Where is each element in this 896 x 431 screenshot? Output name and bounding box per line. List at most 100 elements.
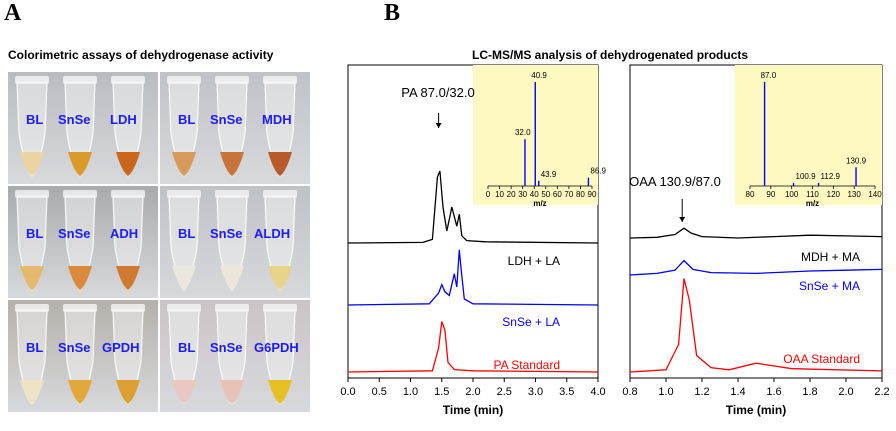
- tube-photo-1: BL SnSe LDH: [8, 72, 158, 184]
- x-tick-label: 0.8: [622, 386, 637, 398]
- tube: [263, 76, 297, 177]
- tube-label: SnSe: [58, 112, 91, 127]
- ms-inset-tick-label: 0: [486, 190, 491, 199]
- tube: [111, 190, 145, 291]
- x-tick-label: 1.4: [730, 386, 745, 398]
- ms-peak-label: 130.9: [846, 156, 867, 165]
- x-axis-label: Time (min): [726, 403, 786, 417]
- ms-inset-tick-label: 10: [495, 190, 504, 199]
- x-tick-label: 1.6: [766, 386, 781, 398]
- x-tick-label: 4.0: [590, 386, 605, 398]
- x-tick-label: 0.0: [340, 386, 355, 398]
- peak-annotation: PA 87.0/32.0: [401, 85, 475, 100]
- tube-label: BL: [178, 112, 196, 127]
- ms-inset-tick-label: 40: [530, 190, 539, 199]
- x-tick-label: 3.0: [528, 386, 543, 398]
- series-line: [629, 259, 883, 276]
- tube: [63, 190, 97, 291]
- x-tick-label: 3.5: [559, 386, 574, 398]
- caption-colorimetric: Colorimetric assays of dehydrogenase act…: [8, 48, 274, 62]
- chromatogram-left: 0 10 20 30 40 50 60 70 80 90 m/z 32.0 40.9 43.9 86.9 0.…: [340, 64, 607, 417]
- series-label: SnSe + MA: [799, 279, 860, 293]
- series-line: [347, 321, 599, 373]
- series-label: LDH + LA: [508, 254, 560, 268]
- ms-inset-background: [735, 65, 882, 205]
- ms-peak-label: 100.9: [796, 172, 817, 181]
- tube: [263, 190, 297, 291]
- tube-photo-5: BL SnSe GPDH: [8, 300, 158, 412]
- x-tick-label: 1.8: [802, 386, 817, 398]
- ms-inset-tick-label: 130: [847, 190, 861, 199]
- ms-inset-tick-label: 60: [553, 190, 562, 199]
- ms-inset-tick-label: 80: [746, 190, 755, 199]
- ms-inset-tick-label: 70: [564, 190, 573, 199]
- x-axis-label: Time (min): [443, 403, 503, 417]
- ms-inset-tick-label: 90: [588, 190, 597, 199]
- ms-inset-xlabel: m/z: [806, 199, 819, 208]
- tube: [215, 190, 249, 291]
- tube-label: SnSe: [58, 340, 91, 355]
- tube-label: SnSe: [58, 226, 91, 241]
- tube: [15, 190, 49, 291]
- ms-peak-label: 86.9: [590, 167, 606, 176]
- peak-annotation: OAA 130.9/87.0: [629, 174, 721, 189]
- series-line: [629, 278, 883, 373]
- ms-inset-tick-label: 120: [827, 190, 841, 199]
- series-label: OAA Standard: [783, 352, 860, 366]
- ms-inset-tick-label: 50: [541, 190, 550, 199]
- tube-label: GPDH: [102, 340, 140, 355]
- x-tick-label: 1.2: [694, 386, 709, 398]
- tube-label: SnSe: [210, 340, 243, 355]
- tube: [263, 304, 297, 405]
- tube: [167, 76, 201, 177]
- tube-label: BL: [178, 226, 196, 241]
- tube-label: SnSe: [210, 226, 243, 241]
- x-tick-label: 2.2: [874, 386, 889, 398]
- tube: [111, 304, 145, 405]
- tube-photo-6: BL SnSe G6PDH: [160, 300, 310, 412]
- tube-label: BL: [26, 112, 44, 127]
- series-label: MDH + MA: [801, 250, 860, 264]
- x-tick-label: 1.0: [658, 386, 673, 398]
- ms-peak-label: 87.0: [761, 71, 777, 80]
- series-line: [347, 249, 599, 306]
- x-tick-label: 2.0: [465, 386, 480, 398]
- tube: [15, 76, 49, 177]
- ms-inset-tick-label: 110: [806, 190, 819, 199]
- series-line: [347, 170, 599, 244]
- tube: [63, 76, 97, 177]
- tube: [167, 190, 201, 291]
- caption-lcms: LC-MS/MS analysis of dehydrogenated prod…: [472, 48, 749, 62]
- ms-peak-label: 32.0: [515, 128, 531, 137]
- series-line: [629, 227, 883, 239]
- arrow-head-icon: [679, 217, 686, 222]
- ms-inset-tick-label: 80: [576, 190, 585, 199]
- arrow-head-icon: [435, 123, 442, 128]
- ms-inset-tick-label: 140: [868, 190, 882, 199]
- ms-inset-tick-label: 20: [507, 190, 516, 199]
- chromatogram-right: 80 90 100 110 120 130 140 m/z 87.0 100.9 112.9 130.…: [622, 64, 890, 417]
- tube: [63, 304, 97, 405]
- tube-photo-3: BL SnSe ADH: [8, 186, 158, 298]
- tube: [15, 304, 49, 405]
- ms-inset-xlabel: m/z: [533, 199, 546, 208]
- tube-label: G6PDH: [254, 340, 299, 355]
- tube-label: BL: [178, 340, 196, 355]
- tube: [215, 304, 249, 405]
- tube: [215, 76, 249, 177]
- x-tick-label: 2.0: [838, 386, 853, 398]
- tube-label: SnSe: [210, 112, 243, 127]
- x-tick-label: 2.5: [497, 386, 512, 398]
- panel-label-a: A: [4, 0, 22, 26]
- x-tick-label: 1.0: [403, 386, 418, 398]
- ms-inset-tick-label: 100: [785, 190, 799, 199]
- tube: [111, 76, 145, 177]
- tube-label: ALDH: [254, 226, 291, 241]
- series-label: PA Standard: [494, 358, 561, 372]
- tube-label: ADH: [110, 226, 139, 241]
- series-label: SnSe + LA: [502, 315, 560, 329]
- ms-inset-tick-label: 30: [518, 190, 527, 199]
- tube-label: BL: [26, 226, 44, 241]
- x-tick-label: 1.5: [434, 386, 449, 398]
